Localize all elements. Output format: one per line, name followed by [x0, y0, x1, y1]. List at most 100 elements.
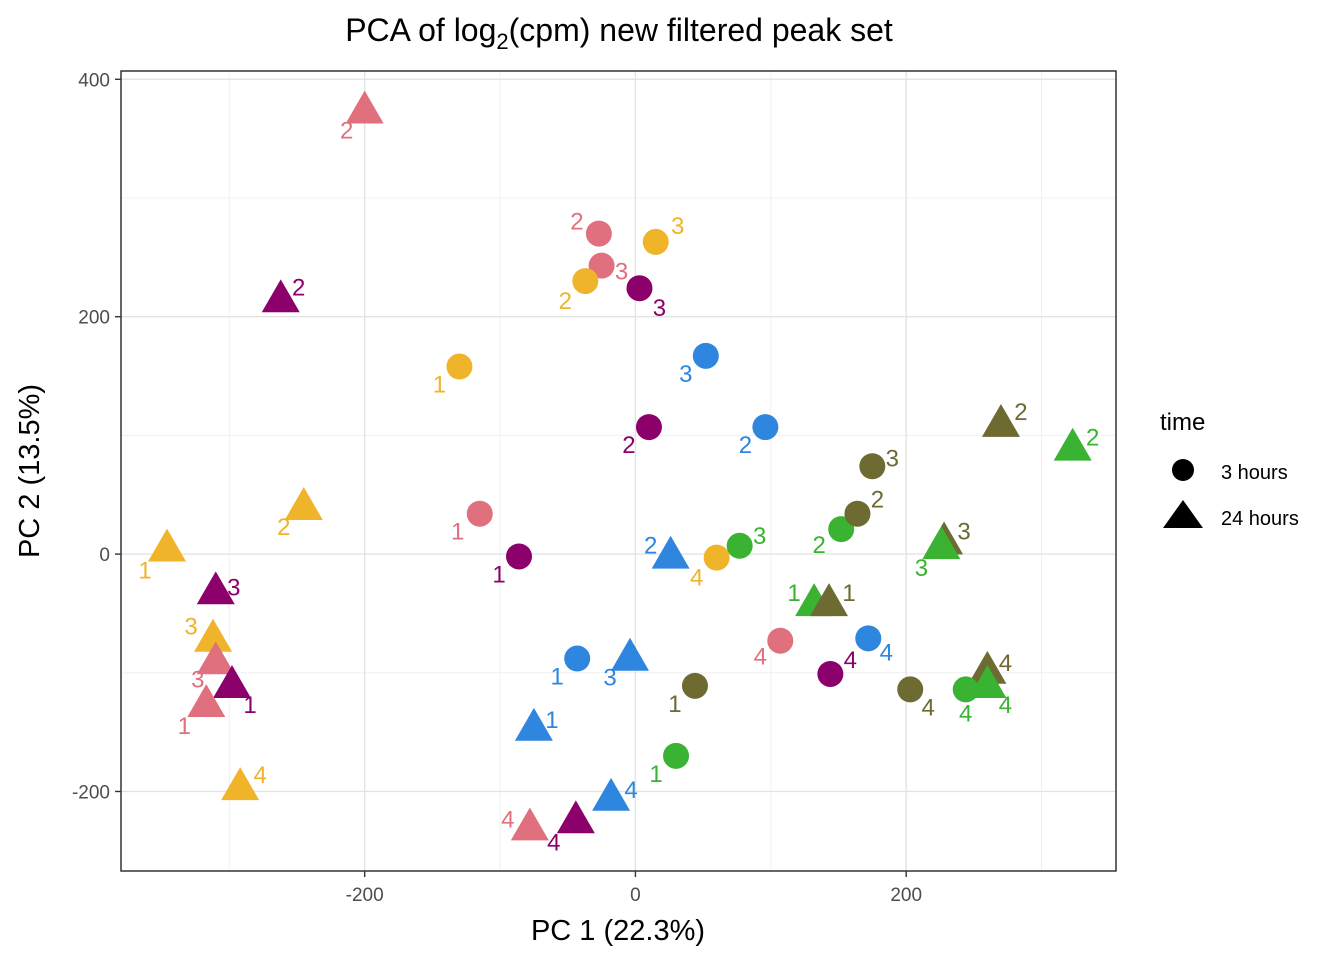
data-point-triangle	[196, 571, 235, 605]
data-point-circle	[635, 414, 662, 441]
data-point-label: 1	[551, 664, 564, 691]
data-point-circle	[681, 672, 708, 699]
x-tick-label: 200	[890, 885, 922, 906]
data-point-label: 4	[999, 650, 1012, 677]
chart-title-prefix: PCA of log	[345, 12, 496, 48]
data-point-triangle	[514, 707, 553, 741]
data-point-label: 4	[844, 647, 857, 674]
data-point-triangle	[345, 90, 384, 124]
data-point-circle	[466, 500, 493, 527]
data-point-label: 3	[957, 518, 970, 545]
data-point-circle	[726, 532, 753, 559]
data-point-label: 4	[624, 777, 637, 804]
data-point-triangle	[556, 800, 595, 834]
data-point-label: 2	[813, 532, 826, 559]
data-point-label: 1	[842, 580, 855, 607]
data-point-label: 4	[754, 644, 767, 671]
data-point-triangle	[611, 637, 650, 671]
data-point-circle	[859, 453, 886, 480]
data-point-triangle	[148, 528, 187, 562]
data-point-label: 4	[501, 806, 514, 833]
data-point-circle	[572, 268, 599, 295]
legend-title: time	[1160, 409, 1205, 436]
data-point-label: 4	[922, 694, 935, 721]
data-point-label: 2	[644, 533, 657, 560]
data-point-triangle	[651, 535, 690, 569]
chart-title-subscript: 2	[496, 29, 508, 54]
data-point-circle	[642, 228, 669, 255]
data-point-label: 3	[679, 361, 692, 388]
y-tick-label: 200	[78, 308, 110, 329]
data-point-label: 1	[138, 558, 151, 585]
x-tick-label: 0	[630, 885, 641, 906]
data-point-circle	[663, 742, 690, 769]
y-tick-label: 0	[99, 545, 110, 566]
data-point-circle	[564, 645, 591, 672]
data-point-label: 3	[615, 259, 628, 286]
data-point-label: 3	[753, 523, 766, 550]
data-point-triangle	[194, 618, 233, 652]
data-point-circle	[588, 252, 615, 279]
data-point-label: 1	[433, 372, 446, 399]
data-point-label: 3	[227, 574, 240, 601]
data-points	[148, 90, 1092, 841]
data-point-label: 2	[1014, 399, 1027, 426]
x-tick-label: -200	[346, 885, 384, 906]
data-point-triangle	[968, 665, 1007, 698]
data-point-label: 4	[547, 829, 560, 856]
data-point-label: 3	[886, 445, 899, 472]
data-point-label: 4	[690, 565, 703, 592]
legend: time 3 hours 24 hours	[1160, 409, 1299, 530]
data-point-triangle	[196, 641, 235, 675]
data-point-triangle	[1053, 427, 1092, 461]
data-point-label: 4	[880, 639, 893, 666]
data-point-label: 3	[184, 614, 197, 641]
data-point-triangle	[221, 767, 260, 801]
data-point-label: 1	[787, 580, 800, 607]
data-point-triangle	[981, 403, 1020, 437]
data-point-circle	[692, 342, 719, 369]
data-point-circle	[897, 676, 924, 703]
y-tick-label: -200	[72, 782, 110, 803]
plot-panel-border	[120, 70, 1117, 872]
data-point-label: 3	[603, 665, 616, 692]
data-point-triangle	[213, 665, 252, 698]
data-point-label: 2	[340, 118, 353, 145]
legend-circle-icon	[1172, 459, 1194, 481]
data-point-circle	[506, 543, 532, 570]
data-point-label: 2	[559, 288, 572, 315]
data-point-circle	[844, 500, 871, 527]
data-point-label: 2	[292, 274, 305, 301]
data-point-triangle	[261, 279, 300, 313]
data-point-label: 1	[649, 761, 662, 788]
data-point-circle	[585, 220, 612, 247]
data-point-circle	[767, 627, 794, 654]
chart-title-suffix: (cpm) new filtered peak set	[509, 12, 893, 48]
data-point-label: 3	[671, 213, 684, 240]
chart-title: PCA of log2(cpm) new filtered peak set	[345, 12, 893, 54]
data-point-label: 3	[653, 295, 666, 322]
data-point-circle	[446, 353, 473, 380]
data-point-label: 1	[545, 707, 558, 734]
data-point-label: 3	[191, 666, 204, 693]
data-point-label: 4	[253, 762, 266, 789]
data-point-triangle	[592, 777, 631, 811]
data-point-triangle	[187, 684, 226, 717]
data-point-label: 4	[959, 700, 972, 727]
data-point-label: 2	[570, 209, 583, 236]
data-point-label: 3	[915, 555, 928, 582]
data-point-label: 2	[1086, 425, 1099, 452]
x-axis-label: PC 1 (22.3%)	[531, 915, 705, 947]
y-axis-label: PC 2 (13.5%)	[14, 384, 46, 558]
legend-label-3-hours: 3 hours	[1221, 462, 1288, 484]
legend-label-24-hours: 24 hours	[1221, 508, 1299, 530]
data-point-label: 1	[668, 691, 681, 718]
data-point-circle	[752, 414, 779, 441]
data-point-label: 4	[999, 692, 1012, 719]
grid-lines	[121, 71, 1116, 871]
data-point-label: 1	[451, 519, 464, 546]
data-point-circle	[626, 275, 653, 302]
data-point-triangle	[810, 583, 849, 617]
data-point-label: 2	[622, 432, 635, 459]
